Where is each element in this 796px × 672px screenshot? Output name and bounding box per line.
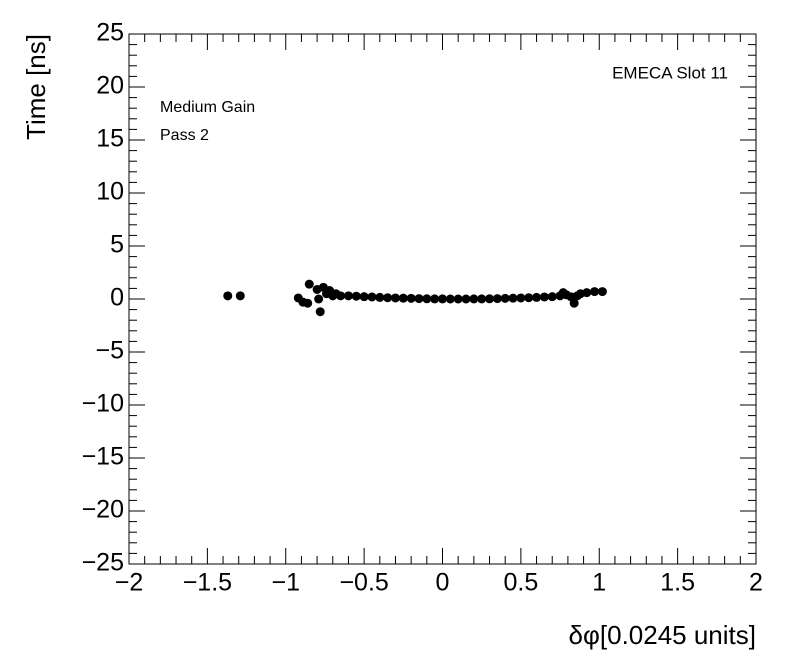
point [406,293,416,303]
point [516,293,526,303]
point [532,292,542,302]
point [303,298,313,308]
point [351,291,361,301]
point [569,298,579,308]
y-tick-label: 10 [96,178,124,206]
point [477,294,487,304]
point [469,294,479,304]
point [336,291,346,301]
point [500,293,510,303]
point [492,294,502,304]
x-tick-label: −1 [271,569,300,597]
x-tick-label: −0.5 [339,569,388,597]
x-tick-label: 0.5 [503,569,538,597]
y-tick-label: −20 [82,496,124,524]
point [597,287,607,297]
y-tick-label: 5 [110,231,124,259]
point [315,307,325,317]
point [367,292,377,302]
x-axis-label: δφ[0.0245 units] [569,620,756,650]
point [390,293,400,303]
point [590,287,600,297]
point [398,293,408,303]
y-tick-label: 25 [96,19,124,47]
x-tick-label: 1.5 [660,569,695,597]
y-tick-label: 15 [96,125,124,153]
point [438,294,447,304]
point [485,294,495,304]
annotation: EMECA Slot 11 [612,63,728,82]
point [383,293,393,303]
y-tick-label: −25 [82,549,124,577]
point [235,291,245,301]
point [223,291,233,301]
point [422,294,432,304]
x-tick-label: −1.5 [183,569,232,597]
point [414,294,424,304]
point [304,279,314,289]
point [453,294,463,304]
point [359,292,369,302]
point [430,294,440,304]
point [375,292,385,302]
point [508,293,518,303]
point [524,293,534,303]
x-tick-label: 0 [436,569,450,597]
annotation: Medium Gain [160,99,255,116]
y-tick-label: −15 [82,443,124,471]
x-tick-label: 1 [592,569,606,597]
point [539,292,549,302]
point [547,292,557,302]
point [314,294,324,304]
annotation: Pass 2 [160,127,209,144]
point [461,294,471,304]
x-tick-label: −2 [115,569,144,597]
point [343,291,353,301]
y-axis-label: Time [ns] [21,34,51,140]
y-tick-label: 20 [96,72,124,100]
y-tick-label: −5 [95,337,124,365]
y-tick-label: 0 [110,284,124,312]
y-tick-label: −10 [82,390,124,418]
point [582,288,592,298]
point [445,294,455,304]
x-tick-label: 2 [749,569,763,597]
